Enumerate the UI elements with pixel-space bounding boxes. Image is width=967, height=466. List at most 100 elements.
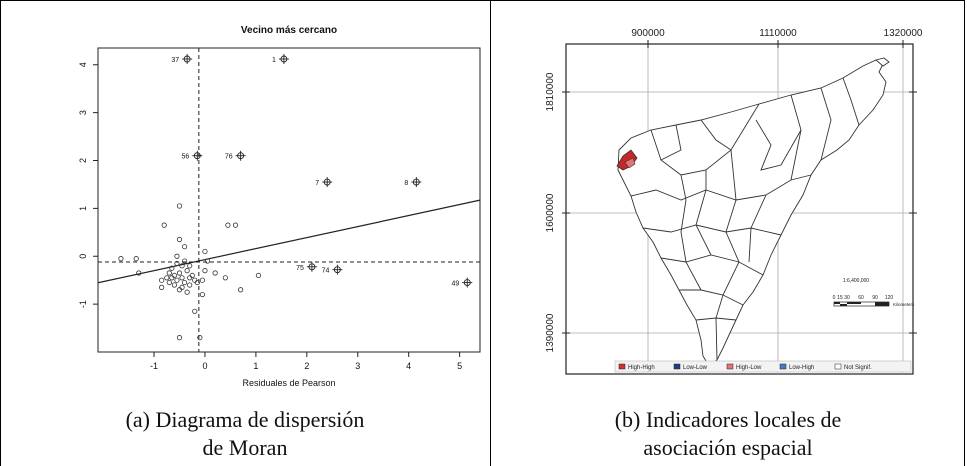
data-point [232,222,239,228]
point-label: 56 [182,154,190,161]
point-label: 8 [404,180,408,187]
x-axis-label: Residuales de Pearson [242,378,335,388]
data-point [174,253,180,259]
data-point [199,291,206,298]
data-point [255,272,262,279]
regression-line [97,199,481,284]
data-point [171,282,177,288]
data-point [202,268,208,274]
scale-tick: 30 [844,295,850,301]
chart-title: Vecino más cercano [241,25,337,36]
data-point [118,256,124,262]
data-point [181,244,188,250]
x-tick-label: 1 [253,361,258,371]
x-tick-label: 0 [202,361,207,371]
lisa-cluster-map: 900000 1110000 1320000 1810000 1600000 1… [545,28,923,375]
data-point [161,222,167,228]
data-point [187,263,193,269]
scale-unit: Kilometers [893,302,915,307]
y-tick-label: 4 [78,62,88,67]
data-point [159,284,165,290]
x-tick-label: 4 [406,361,411,371]
point-label: 49 [451,281,459,288]
data-point [176,335,183,341]
data-point [212,270,218,276]
scale-tick: 120 [885,295,894,301]
data-point [199,277,206,283]
y-tick-label: 1390000 [545,313,556,352]
caption-a-line2: de Moran [202,435,288,460]
legend-label: Low-High [789,365,814,371]
x-tick-label: 5 [457,361,462,371]
moran-scatter-plot: Vecino más cercano Residuales de Pearson -… [78,25,481,388]
data-point [225,222,231,228]
caption-b: (b) Indicadores locales de asociación es… [491,406,965,462]
y-tick-label: 1810000 [545,72,556,111]
legend-swatch [618,363,626,370]
y-tick-label: -1 [78,300,88,308]
scale-tick: 90 [872,295,878,301]
data-point [174,277,180,283]
legend-label: Not Signif. [844,365,872,371]
y-tick-label: 1 [78,206,88,211]
data-point [197,335,203,341]
point-label: 76 [225,154,233,161]
data-point [238,287,244,293]
x-tick-label: 2 [304,361,309,371]
data-point [181,258,188,264]
point-label: 75 [296,265,304,272]
y-tick-label: 3 [78,110,88,115]
y-tick-label: 0 [78,254,88,259]
data-point [202,248,208,255]
point-label: 7 [315,180,319,187]
data-point [133,256,139,262]
data-point [176,203,183,209]
data-point [169,265,175,271]
region-outline [617,59,887,367]
point-label: 74 [322,268,330,275]
data-point [184,268,190,274]
panel-b: 900000 1110000 1320000 1810000 1600000 1… [491,0,965,466]
scale-tick: 15 [837,295,843,301]
data-point [184,289,190,295]
data-point [179,284,185,290]
island-outline [875,57,890,67]
data-point [176,236,183,243]
y-tick-label: 2 [78,158,88,163]
data-point [187,275,193,281]
legend-swatch [673,363,681,370]
legend-label: Low-Low [683,365,708,371]
legend-label: High-Low [736,365,762,371]
caption-b-line2: asociación espacial [643,435,813,460]
region-map [617,57,890,367]
data-point [222,275,228,281]
data-point [179,275,185,281]
data-point [169,275,175,281]
x-tick-label: 1320000 [884,28,923,39]
x-tick-label: 1110000 [759,28,797,39]
data-point [164,275,170,281]
data-point [136,270,142,276]
caption-a-line1: (a) Diagrama de dispersión [125,407,365,432]
map-legend: High-High Low-Low High-Low Low-High Not … [614,360,912,373]
scale-tick: 60 [858,295,864,301]
data-point [194,279,200,286]
caption-a: (a) Diagrama de dispersión de Moran [0,406,490,462]
data-point [187,282,193,288]
data-point [166,270,172,276]
x-tick-label: 3 [355,361,360,371]
scale-tick: 0 [833,295,836,301]
x-tick-label: 900000 [631,28,665,39]
point-label: 37 [171,57,179,64]
x-tick-label: -1 [150,361,158,371]
caption-b-line1: (b) Indicadores locales de [614,407,842,432]
scale-ratio: 1:6,400,000 [843,278,870,284]
legend-label: High-High [628,365,655,371]
data-point [159,277,165,283]
legend-swatch [834,363,842,370]
data-point [176,270,183,276]
data-point [204,258,211,264]
point-label: 1 [272,57,276,64]
data-point [179,263,185,269]
